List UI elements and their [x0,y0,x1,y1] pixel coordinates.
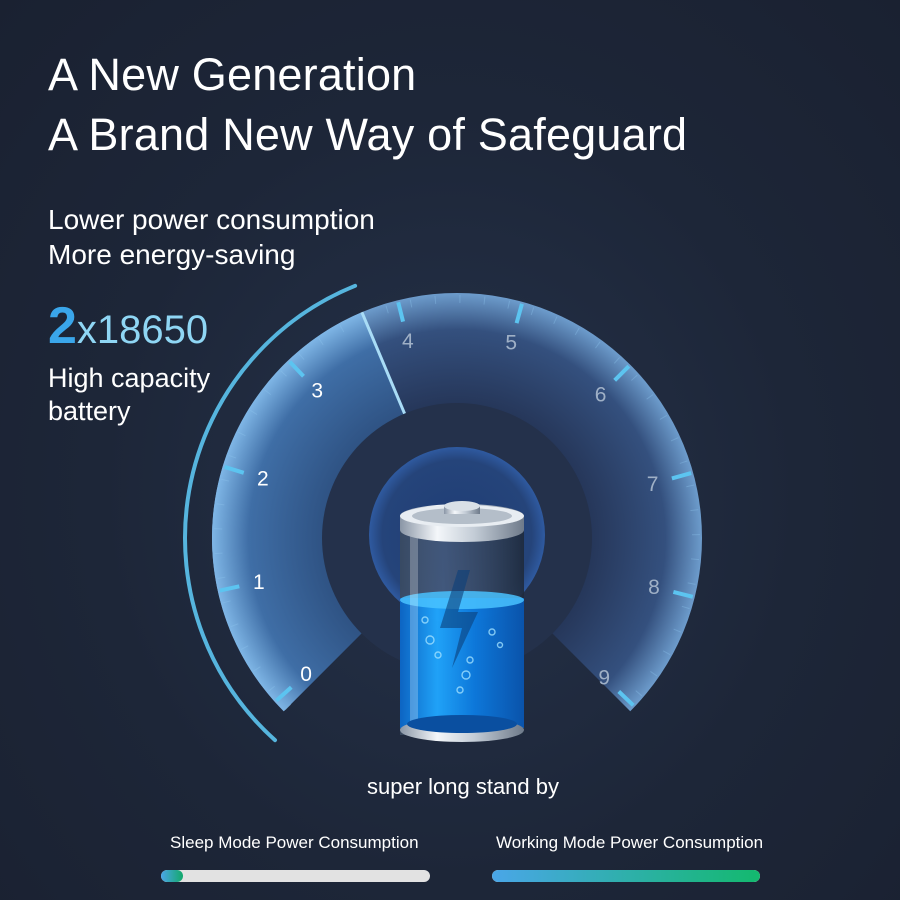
minor-tick [284,703,292,711]
gauge-label: 1 [253,571,265,594]
minor-tick [670,437,679,442]
minor-tick [318,337,324,346]
major-tick [219,584,240,593]
minor-tick [673,628,682,633]
feature-line-2: More energy-saving [48,239,296,270]
minor-tick [216,503,225,506]
standby-text: super long stand by [366,774,560,799]
minor-tick [264,389,272,396]
minor-tick [690,509,699,512]
battery-icon [400,501,524,742]
minor-tick [221,478,230,482]
gauge-needle [360,311,406,415]
minor-tick [230,623,239,628]
major-tick [514,303,524,324]
minor-tick [635,690,643,697]
battery-desc-1: High capacity [48,363,211,393]
minor-tick [681,605,690,610]
major-tick [224,465,245,475]
minor-tick [240,645,249,650]
outer-glow-arc [183,283,358,743]
working-mode-bar-fill [492,870,760,882]
feature-line-1: Lower power consumption [48,204,375,235]
minor-tick [483,296,486,305]
minor-tick [650,671,658,677]
minor-tick [280,370,287,377]
minor-tick [253,666,261,672]
major-tick [671,471,692,481]
battery-model: x18650 [76,308,209,352]
minor-tick [385,305,389,314]
minor-tick [249,409,258,415]
gauge-label: 2 [257,468,269,491]
gauge-label: 7 [647,473,659,496]
major-tick [672,590,694,599]
headline-line-2: A Brand New Way of Safeguard [48,109,688,160]
major-tick [613,364,631,382]
minor-tick [530,307,535,316]
minor-tick [507,300,511,309]
sleep-mode-bar [161,870,430,882]
minor-tick [238,431,246,437]
minor-tick [217,576,226,580]
minor-tick [228,454,237,459]
minor-tick [686,484,695,488]
gauge-label: 4 [402,330,414,353]
gauge-label: 9 [598,667,610,690]
minor-tick [409,299,413,308]
gauge-label: 6 [595,383,607,406]
minor-tick [691,558,700,561]
major-tick [396,301,405,323]
minor-tick [339,324,345,333]
major-tick [617,690,635,707]
sleep-mode-label: Sleep Mode Power Consumption [170,833,419,852]
battery-desc-2: battery [48,396,131,426]
gauge-label: 0 [300,663,312,686]
gauge-label: 5 [505,331,517,354]
major-tick [288,360,305,378]
minor-tick [222,600,231,604]
minor-tick [298,353,305,360]
sleep-mode-bar-fill [161,870,183,882]
minor-tick [631,374,638,381]
minor-tick [214,552,223,555]
minor-tick [679,460,688,464]
working-mode-label: Working Mode Power Consumption [496,833,764,852]
minor-tick [687,582,696,585]
gauge-label: 3 [311,380,323,403]
minor-tick [553,316,558,325]
battery-count: 2x18650 [48,296,208,356]
minor-tick [574,327,580,336]
headline-line-1: A New Generation [48,49,417,100]
minor-tick [613,357,620,364]
minor-tick [659,414,668,420]
minor-tick [646,394,654,400]
minor-tick [662,650,671,656]
gauge-label: 8 [648,576,660,599]
minor-tick [434,295,437,305]
major-tick [275,685,293,703]
minor-tick [268,685,275,692]
working-mode-bar [492,870,760,882]
minor-tick [595,341,601,349]
battery-count-number: 2 [48,297,77,355]
